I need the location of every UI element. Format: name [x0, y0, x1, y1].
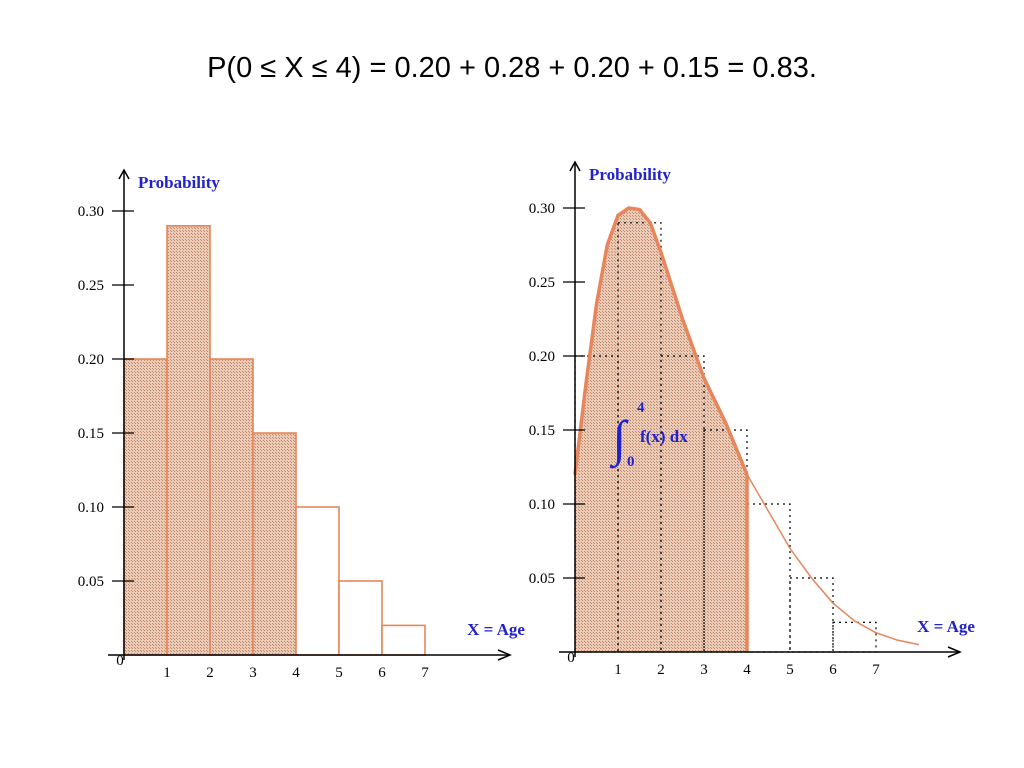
integral-integrand: f(x) dx [640, 427, 688, 446]
dotted-bar-outline [746, 503, 791, 653]
page-title: P(0 ≤ X ≤ 4) = 0.20 + 0.28 + 0.20 + 0.15… [207, 52, 817, 84]
y-axis-arrow-icon [118, 168, 130, 180]
histogram-bar [295, 506, 340, 656]
y-tick-label: 0.25 [78, 278, 104, 294]
y-axis-title: Probability [138, 173, 220, 192]
histogram-bar [252, 432, 297, 656]
histogram-bar [209, 358, 254, 656]
x-axis-title: X = Age [467, 620, 525, 639]
y-tick-label: 0.30 [529, 201, 555, 217]
integral-sign-icon: ∫ [609, 410, 629, 469]
dotted-bar-outline [789, 577, 834, 653]
x-tick-label: 3 [249, 665, 257, 681]
x-axis-arrow-icon [497, 649, 512, 661]
y-axis-arrow-icon [569, 160, 581, 172]
dotted-bar-outline [832, 621, 877, 653]
y-tick-label: 0.05 [78, 574, 104, 590]
x-tick-label: 2 [657, 662, 665, 678]
x-tick-label: 4 [292, 665, 300, 681]
y-tick-label: 0.20 [529, 349, 555, 365]
x-tick-label: 7 [872, 662, 880, 678]
y-tick-label: 0.15 [529, 423, 555, 439]
x-axis-title: X = Age [917, 617, 975, 636]
y-tick-label: 0.25 [529, 275, 555, 291]
integral-lower-limit: 0 [627, 454, 635, 470]
density-curve-tail [746, 474, 920, 646]
x-tick-label: 6 [378, 665, 386, 681]
x-tick-label: 7 [421, 665, 429, 681]
density-curve-shaded [573, 206, 749, 476]
y-tick-label: 0.20 [78, 352, 104, 368]
histogram-bar [381, 624, 426, 656]
y-tick-label: 0.05 [529, 571, 555, 587]
y-tick-label: 0.15 [78, 426, 104, 442]
x-tick-label: 1 [614, 662, 622, 678]
x-tick-label: 6 [829, 662, 837, 678]
y-axis-title: Probability [589, 165, 671, 184]
y-tick-label: 0.10 [529, 497, 555, 513]
origin-label: 0 [116, 653, 124, 669]
x-tick-label: 5 [786, 662, 794, 678]
origin-label: 0 [567, 650, 575, 666]
y-tick-label: 0.30 [78, 204, 104, 220]
x-tick-label: 4 [743, 662, 751, 678]
x-tick-label: 3 [700, 662, 708, 678]
integral-annotation: ∫ 4 0 f(x) dx [609, 400, 688, 470]
y-tick-label: 0.10 [78, 500, 104, 516]
x-tick-label: 5 [335, 665, 343, 681]
histogram-chart: 0.30 0.25 0.20 0.15 0.10 0.05 1 2 3 4 5 6 7 0 Probabil… [78, 168, 525, 681]
integral-upper-limit: 4 [637, 400, 645, 416]
x-tick-label: 2 [206, 665, 214, 681]
density-curve-chart: 0.30 0.25 0.20 0.15 0.10 0.05 1 2 3 4 5 6 7 0 Probabil… [529, 160, 975, 678]
histogram-bar [338, 580, 383, 656]
x-axis-arrow-icon [947, 646, 962, 658]
histogram-bar [166, 225, 211, 656]
x-tick-label: 1 [163, 665, 171, 681]
